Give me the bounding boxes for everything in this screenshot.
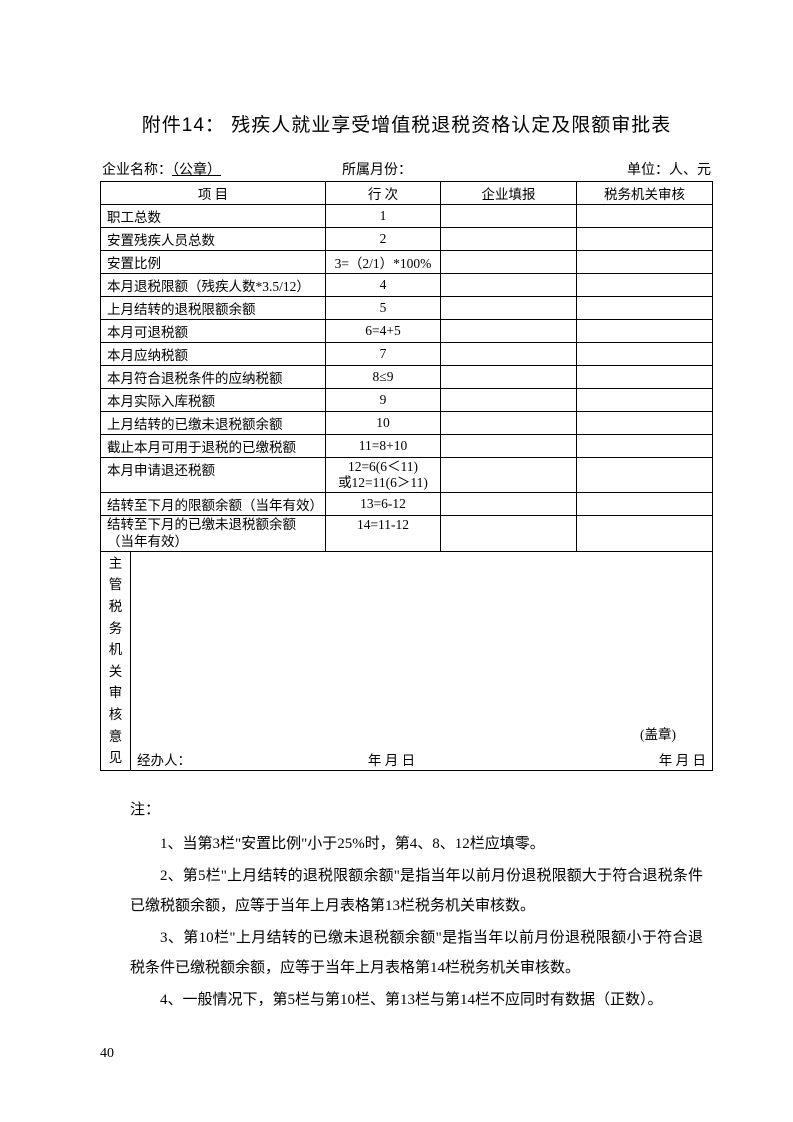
row-fill1 <box>441 297 577 320</box>
notes-section: 注： 1、当第3栏"安置比例"小于25%时，第4、8、12栏应填零。 2、第5栏… <box>100 795 713 1015</box>
row-line: 13=6-12 <box>326 493 441 516</box>
page: 附件14： 残疾人就业享受增值税退税资格认定及限额审批表 企业名称：（公章） 所… <box>0 0 793 1122</box>
meta-unit: 单位：人、元 <box>627 159 711 179</box>
row-fill1 <box>441 274 577 297</box>
meta-enterprise: 企业名称：（公章） <box>102 159 342 179</box>
note-line: 1、当第3栏"安置比例"小于25%时，第4、8、12栏应填零。 <box>130 829 703 859</box>
row-fill1 <box>441 516 577 551</box>
row-fill1 <box>441 343 577 366</box>
approval-table: 项 目 行 次 企业填报 税务机关审核 职工总数1 安置残疾人员总数2 安置比例… <box>100 181 713 771</box>
header-item: 项 目 <box>101 182 326 205</box>
header-fill1: 企业填报 <box>441 182 577 205</box>
row-fill1 <box>441 366 577 389</box>
row-fill1 <box>441 435 577 458</box>
row-item: 职工总数 <box>101 205 326 228</box>
row-item: 安置比例 <box>101 251 326 274</box>
row-item: 本月实际入库税额 <box>101 389 326 412</box>
handler-label: 经办人： <box>137 749 197 769</box>
row-fill2 <box>577 297 713 320</box>
table-row: 本月退税限额（残疾人数*3.5/12）4 <box>101 274 713 297</box>
notes-title: 注： <box>130 795 703 825</box>
row-fill1 <box>441 320 577 343</box>
row-line: 11=8+10 <box>326 435 441 458</box>
row-fill1 <box>441 412 577 435</box>
row-item: 本月申请退还税额 <box>101 458 326 493</box>
table-row: 截止本月可用于退税的已缴税额11=8+10 <box>101 435 713 458</box>
meta-line: 企业名称：（公章） 所属月份： 单位：人、元 <box>100 159 713 179</box>
signature-row: 主管税务机关审核意见 (盖章) 经办人： 年 月 日 年 月 日 <box>101 551 713 770</box>
row-line: 6=4+5 <box>326 320 441 343</box>
meta-left-value: （公章） <box>172 163 221 178</box>
table-header-row: 项 目 行 次 企业填报 税务机关审核 <box>101 182 713 205</box>
row-line: 9 <box>326 389 441 412</box>
table-row: 安置比例3=（2/1）*100% <box>101 251 713 274</box>
row-fill2 <box>577 228 713 251</box>
row-fill1 <box>441 205 577 228</box>
table-row: 上月结转的已缴未退税额余额10 <box>101 412 713 435</box>
row-fill2 <box>577 493 713 516</box>
meta-left-label: 企业名称： <box>102 163 172 178</box>
row-line: 10 <box>326 412 441 435</box>
table-row: 上月结转的退税限额余额5 <box>101 297 713 320</box>
row-item: 上月结转的退税限额余额 <box>101 297 326 320</box>
row-line: 8≤9 <box>326 366 441 389</box>
row-fill2 <box>577 516 713 551</box>
row-item: 本月应纳税额 <box>101 343 326 366</box>
note-line: 3、第10栏"上月结转的已缴未退税额余额"是指当年以前月份退税限额小于符合退税条… <box>130 923 703 983</box>
row-fill1 <box>441 228 577 251</box>
header-fill2: 税务机关审核 <box>577 182 713 205</box>
row-fill1 <box>441 458 577 493</box>
row-item: 本月退税限额（残疾人数*3.5/12） <box>101 274 326 297</box>
row-line: 14=11-12 <box>326 516 441 551</box>
note-line: 2、第5栏"上月结转的退税限额余额"是指当年以前月份退税限额大于符合退税条件已缴… <box>130 861 703 921</box>
row-item: 结转至下月的已缴未退税额余额（当年有效） <box>101 516 326 551</box>
form-title: 附件14： 残疾人就业享受增值税退税资格认定及限额审批表 <box>100 110 713 137</box>
note-line: 4、一般情况下，第5栏与第10栏、第13栏与第14栏不应同时有数据（正数）。 <box>130 985 703 1015</box>
table-row: 本月符合退税条件的应纳税额8≤9 <box>101 366 713 389</box>
row-fill2 <box>577 435 713 458</box>
row-fill2 <box>577 320 713 343</box>
table-row: 本月可退税额6=4+5 <box>101 320 713 343</box>
row-line: 12=6(6＜11)或12=11(6＞11) <box>326 458 441 493</box>
date-left-field: 年 月 日 <box>197 749 546 769</box>
row-item: 截止本月可用于退税的已缴税额 <box>101 435 326 458</box>
row-fill1 <box>441 389 577 412</box>
page-number: 40 <box>100 1046 114 1062</box>
meta-period: 所属月份： <box>342 159 627 179</box>
table-row: 本月实际入库税额9 <box>101 389 713 412</box>
date-right-field: 年 月 日 <box>546 749 706 769</box>
row-fill2 <box>577 366 713 389</box>
row-fill2 <box>577 251 713 274</box>
row-fill2 <box>577 274 713 297</box>
row-fill1 <box>441 251 577 274</box>
sign-area: (盖章) 经办人： 年 月 日 年 月 日 <box>131 551 713 770</box>
row-item: 上月结转的已缴未退税额余额 <box>101 412 326 435</box>
table-row: 安置残疾人员总数2 <box>101 228 713 251</box>
row-item: 结转至下月的限额余额（当年有效） <box>101 493 326 516</box>
table-row: 结转至下月的已缴未退税额余额（当年有效）14=11-12 <box>101 516 713 551</box>
row-item: 安置残疾人员总数 <box>101 228 326 251</box>
row-line: 4 <box>326 274 441 297</box>
table-row: 结转至下月的限额余额（当年有效）13=6-12 <box>101 493 713 516</box>
header-line: 行 次 <box>326 182 441 205</box>
row-item: 本月符合退税条件的应纳税额 <box>101 366 326 389</box>
sign-side-label: 主管税务机关审核意见 <box>101 551 131 770</box>
row-fill2 <box>577 458 713 493</box>
row-fill2 <box>577 412 713 435</box>
table-row: 本月申请退还税额12=6(6＜11)或12=11(6＞11) <box>101 458 713 493</box>
row-line: 2 <box>326 228 441 251</box>
row-fill2 <box>577 389 713 412</box>
row-fill2 <box>577 205 713 228</box>
row-item: 本月可退税额 <box>101 320 326 343</box>
table-row: 本月应纳税额7 <box>101 343 713 366</box>
stamp-label: (盖章) <box>137 723 706 743</box>
row-line: 1 <box>326 205 441 228</box>
row-fill1 <box>441 493 577 516</box>
row-fill2 <box>577 343 713 366</box>
row-line: 7 <box>326 343 441 366</box>
table-row: 职工总数1 <box>101 205 713 228</box>
row-line: 5 <box>326 297 441 320</box>
row-line: 3=（2/1）*100% <box>326 251 441 274</box>
